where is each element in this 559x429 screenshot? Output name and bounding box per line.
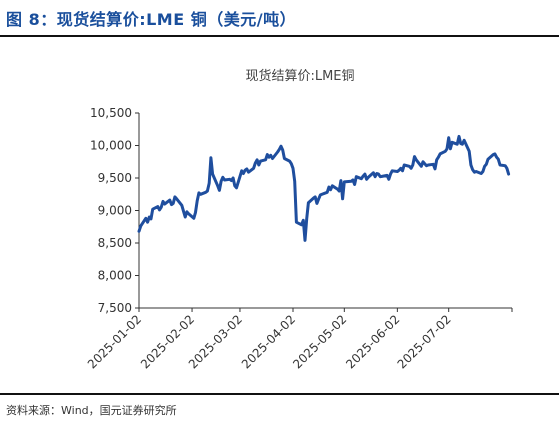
y-tick-label: 10,000 bbox=[90, 139, 132, 153]
x-tick-label: 2025-06-02 bbox=[343, 312, 402, 371]
y-tick-label: 8,500 bbox=[98, 236, 132, 250]
top-rule bbox=[0, 35, 559, 37]
y-tick-label: 9,000 bbox=[98, 204, 132, 218]
y-tick-label: 10,500 bbox=[90, 106, 132, 120]
x-tick-label: 2025-07-02 bbox=[395, 312, 454, 371]
x-tick-label: 2025-01-02 bbox=[85, 312, 144, 371]
x-tick-label: 2025-04-02 bbox=[239, 312, 298, 371]
bottom-rule bbox=[0, 393, 559, 395]
source-note: 资料来源：Wind，国元证券研究所 bbox=[6, 404, 177, 417]
series-group bbox=[137, 134, 511, 242]
chart-title: 现货结算价:LME铜 bbox=[245, 68, 354, 84]
figure-title: 图 8：现货结算价:LME 铜（美元/吨） bbox=[6, 10, 297, 29]
x-tick-label: 2025-05-02 bbox=[290, 312, 349, 371]
y-tick-label: 7,500 bbox=[98, 301, 132, 315]
y-tick-label: 8,000 bbox=[98, 269, 132, 283]
series-line bbox=[137, 134, 511, 242]
y-tick-label: 9,500 bbox=[98, 171, 132, 185]
